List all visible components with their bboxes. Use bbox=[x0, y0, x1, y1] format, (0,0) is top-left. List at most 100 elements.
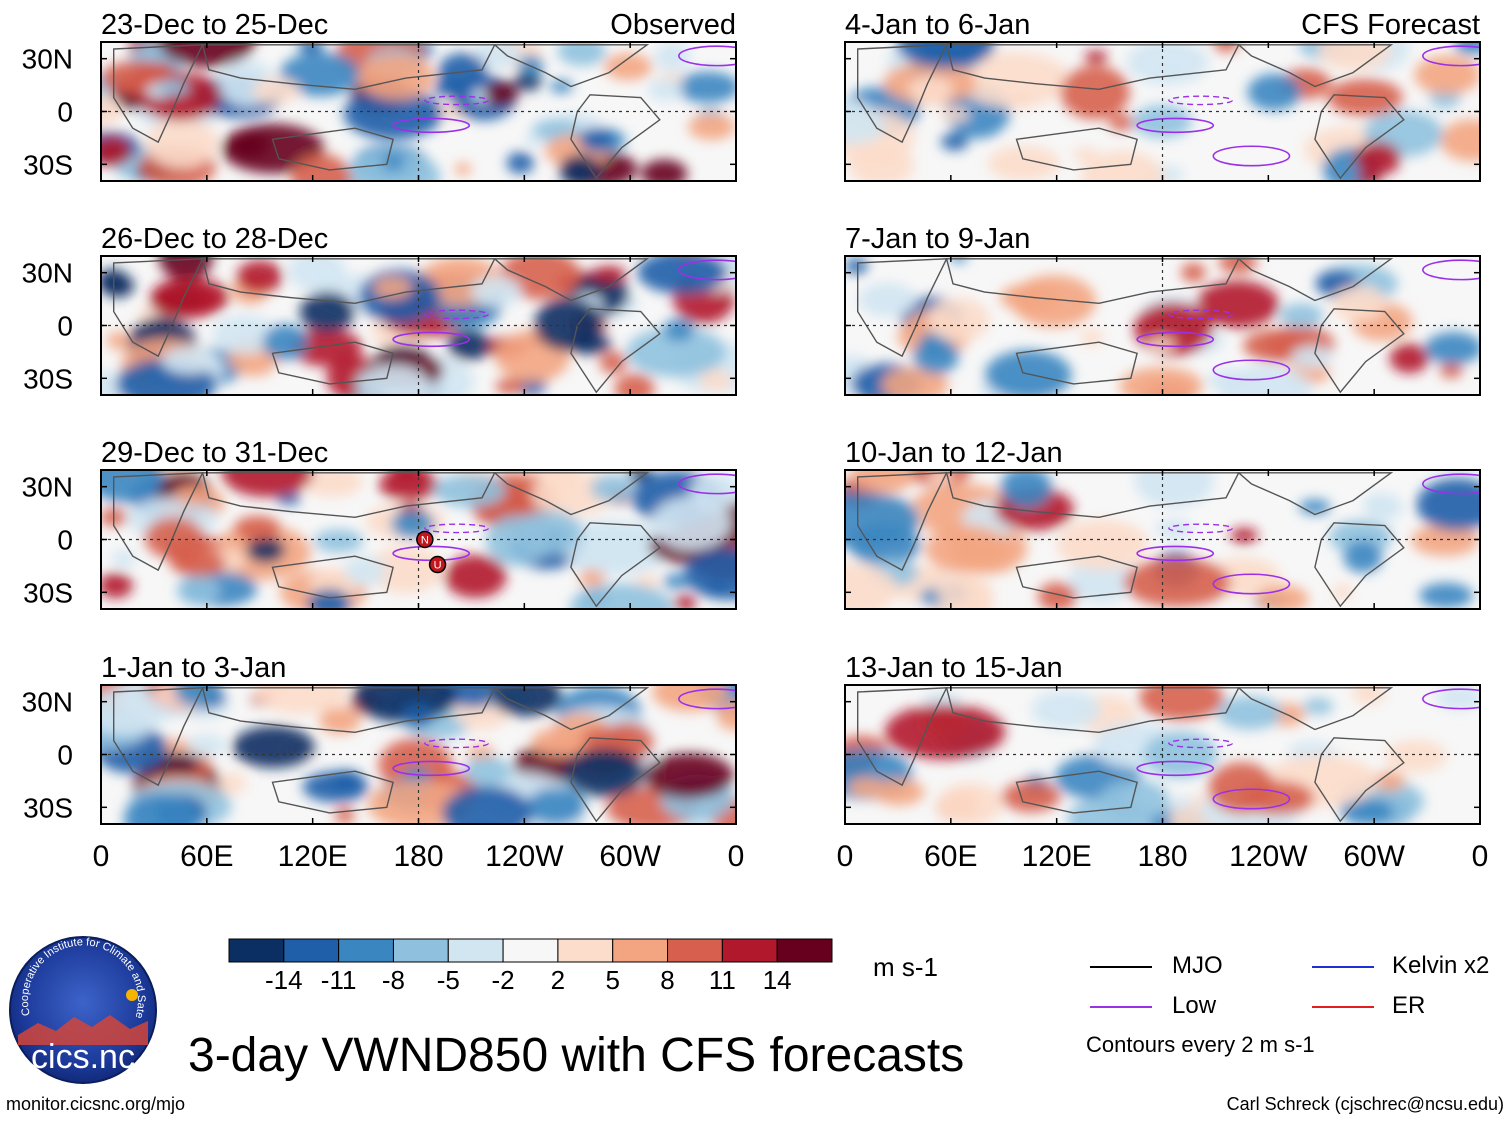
x-tick-label: 120E bbox=[278, 840, 348, 873]
coastline bbox=[857, 472, 948, 572]
anomaly-blob bbox=[495, 378, 524, 395]
anomaly-blob bbox=[1424, 331, 1480, 365]
anomaly-blob bbox=[614, 373, 655, 395]
anomaly-blob bbox=[1155, 519, 1194, 539]
y-tick-label: 30N bbox=[22, 472, 73, 503]
anomaly-blob bbox=[525, 787, 586, 824]
coastline bbox=[271, 555, 394, 599]
x-tick-label: 0 bbox=[837, 840, 854, 873]
anomaly-blob bbox=[640, 159, 688, 181]
anomaly-blob bbox=[599, 351, 627, 374]
low-contour bbox=[1422, 45, 1480, 67]
anomaly-blob bbox=[524, 134, 544, 147]
contour-legend: MJO Kelvin x2 Low ER Contours every 2 m … bbox=[1086, 950, 1506, 1070]
low-contour bbox=[1422, 473, 1480, 495]
wind-anomaly-field bbox=[101, 685, 736, 824]
anomaly-blob bbox=[101, 135, 132, 167]
anomaly-blob bbox=[699, 369, 733, 392]
colorbar-label: -5 bbox=[437, 965, 460, 995]
colorbar-swatch bbox=[721, 938, 778, 963]
x-tick-label: 0 bbox=[728, 840, 745, 873]
anomaly-blob bbox=[957, 52, 1071, 108]
anomaly-blob bbox=[513, 71, 542, 91]
low-contour-dashed bbox=[424, 738, 490, 749]
anomaly-blob bbox=[101, 470, 164, 503]
anomaly-blob bbox=[1230, 527, 1259, 544]
anomaly-blob bbox=[1240, 780, 1315, 816]
anomaly-blob bbox=[490, 685, 562, 717]
coastline bbox=[1015, 341, 1138, 385]
anomaly-blob bbox=[1343, 540, 1383, 573]
anomaly-blob bbox=[151, 277, 229, 318]
coastline bbox=[1236, 687, 1394, 731]
anomaly-blob bbox=[1081, 150, 1164, 181]
anomaly-blob bbox=[651, 496, 732, 550]
low-contour bbox=[1212, 145, 1291, 167]
coastline bbox=[945, 44, 1240, 91]
contours bbox=[1136, 259, 1480, 381]
coastlines bbox=[857, 44, 1405, 180]
storm-marker-label: U bbox=[434, 560, 442, 572]
anomaly-blob bbox=[1411, 524, 1480, 557]
anomaly-blob bbox=[1084, 50, 1108, 64]
anomaly-blob bbox=[604, 53, 653, 81]
anomaly-blob bbox=[236, 260, 283, 294]
coastline bbox=[492, 472, 650, 516]
anomaly-blob bbox=[1299, 499, 1331, 515]
coastline bbox=[1015, 555, 1138, 599]
coastline bbox=[1015, 127, 1138, 171]
anomaly-blob bbox=[939, 107, 970, 122]
map-panel: 29-Dec to 31-Dec 30N 0 30S N U bbox=[22, 437, 737, 610]
anomaly-blob bbox=[1291, 345, 1333, 369]
anomaly-blob bbox=[378, 470, 439, 501]
contours bbox=[392, 688, 736, 777]
anomaly-blob bbox=[654, 42, 691, 72]
low-contour bbox=[392, 331, 471, 348]
wind-anomaly-field bbox=[845, 685, 1480, 824]
anomaly-blob bbox=[1440, 119, 1480, 162]
contours bbox=[1136, 688, 1480, 810]
anomaly-blob bbox=[684, 547, 736, 600]
anomaly-blob bbox=[101, 273, 135, 298]
anomaly-blob bbox=[252, 77, 301, 105]
anomaly-blob bbox=[313, 529, 364, 553]
anomaly-blob bbox=[246, 536, 286, 563]
anomaly-blob bbox=[884, 704, 1006, 760]
low-contour bbox=[1136, 117, 1215, 134]
anomaly-blob bbox=[123, 793, 200, 824]
anomaly-blob bbox=[1060, 65, 1130, 120]
colorbar-swatch bbox=[338, 938, 394, 963]
coastlines bbox=[857, 472, 1405, 608]
anomaly-blob bbox=[637, 256, 728, 294]
y-tick-label: 0 bbox=[57, 740, 73, 771]
anomaly-blob bbox=[578, 569, 606, 588]
anomaly-blob bbox=[279, 52, 361, 97]
wind-anomaly-field bbox=[101, 470, 736, 609]
legend-kelvin-line bbox=[1312, 966, 1374, 968]
colorbar-label: 5 bbox=[605, 965, 619, 995]
figure-title: 3-day VWND850 with CFS forecasts bbox=[188, 1029, 965, 1082]
low-contour bbox=[392, 760, 471, 777]
anomaly-blob bbox=[1318, 42, 1391, 71]
anomaly-blob bbox=[675, 71, 736, 103]
anomaly-blob bbox=[447, 329, 491, 361]
anomaly-blob bbox=[262, 324, 308, 361]
anomaly-blob bbox=[1331, 285, 1386, 322]
low-contour-dashed bbox=[424, 523, 490, 534]
legend-low-line bbox=[1090, 1006, 1152, 1008]
anomaly-blob bbox=[708, 582, 725, 595]
coastline bbox=[1236, 472, 1394, 516]
anomaly-blob bbox=[221, 470, 314, 498]
anomaly-blob bbox=[1147, 337, 1176, 351]
colorbar-swatch bbox=[502, 938, 559, 963]
x-tick-label: 180 bbox=[1137, 840, 1187, 873]
author-credit: Carl Schreck (cjschrec@ncsu.edu) bbox=[1226, 1094, 1504, 1114]
map-panel: 26-Dec to 28-Dec 30N 0 30S bbox=[22, 223, 737, 396]
low-contour bbox=[678, 45, 736, 67]
anomaly-blob bbox=[111, 550, 137, 568]
x-tick-label: 0 bbox=[93, 840, 110, 873]
y-tick-label: 30S bbox=[23, 149, 73, 180]
y-tick-label: 30S bbox=[23, 577, 73, 608]
